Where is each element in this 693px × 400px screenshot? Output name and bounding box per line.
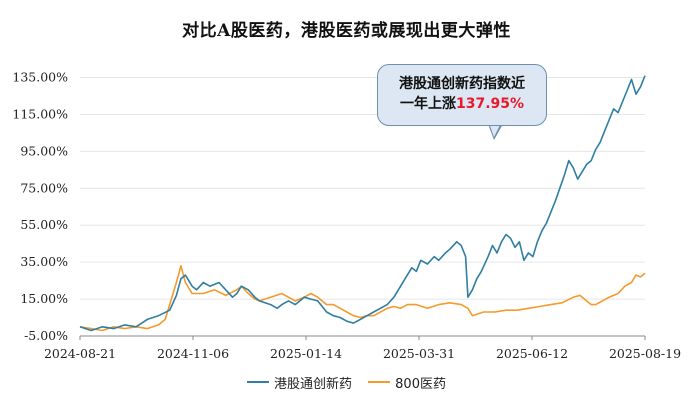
- legend-item-series2: 800医药: [368, 373, 446, 392]
- callout-highlight-value: 137.95%: [455, 96, 525, 112]
- grid-lines: [80, 77, 645, 337]
- series-line-1: [79, 75, 646, 332]
- legend-label-series1: 港股通创新药: [274, 376, 353, 392]
- y-tick-label: 135.00%: [12, 70, 68, 85]
- callout-tail-fill: [489, 123, 501, 137]
- y-tick-label: 15.00%: [20, 291, 68, 306]
- legend-item-series1: 港股通创新药: [247, 373, 352, 392]
- chart-title: 对比A股医药，港股医药或展现出更大弹性: [182, 21, 511, 41]
- series-lines: [79, 75, 646, 332]
- x-tick-label: 2025-01-14: [270, 346, 342, 361]
- callout-prefix: 一年上涨: [399, 96, 456, 112]
- legend-swatch-series2: [368, 381, 391, 383]
- annotation-callout: 港股通创新药指数近 一年上涨137.95%: [377, 64, 547, 126]
- series-line-2: [79, 265, 646, 332]
- y-axis-ticks: 135.00% 115.00% 95.00% 75.00% 55.00% 35.00% 15…: [12, 70, 68, 343]
- y-tick-label: -5.00%: [24, 328, 68, 343]
- x-tick-label: 2024-08-21: [44, 346, 116, 361]
- x-tick-label: 2025-03-31: [383, 346, 455, 361]
- callout-line-2: 一年上涨137.95%: [378, 94, 546, 114]
- legend-swatch-series1: [247, 381, 269, 383]
- y-tick-label: 115.00%: [12, 106, 68, 121]
- y-tick-label: 95.00%: [20, 143, 68, 158]
- x-tick-label: 2025-06-12: [496, 346, 568, 361]
- x-axis-ticks: 2024-08-21 2024-11-06 2025-01-14 2025-03-31…: [44, 336, 681, 361]
- callout-line-1: 港股通创新药指数近: [399, 76, 525, 92]
- y-tick-label: 55.00%: [20, 217, 68, 232]
- y-tick-label: 35.00%: [20, 254, 68, 269]
- x-tick-label: 2025-08-19: [609, 346, 681, 361]
- legend-label-series2: 800医药: [395, 376, 446, 392]
- chart-legend: 港股通创新药 800医药: [0, 372, 693, 392]
- x-tick-label: 2024-11-06: [157, 346, 229, 361]
- y-tick-label: 75.00%: [20, 180, 68, 195]
